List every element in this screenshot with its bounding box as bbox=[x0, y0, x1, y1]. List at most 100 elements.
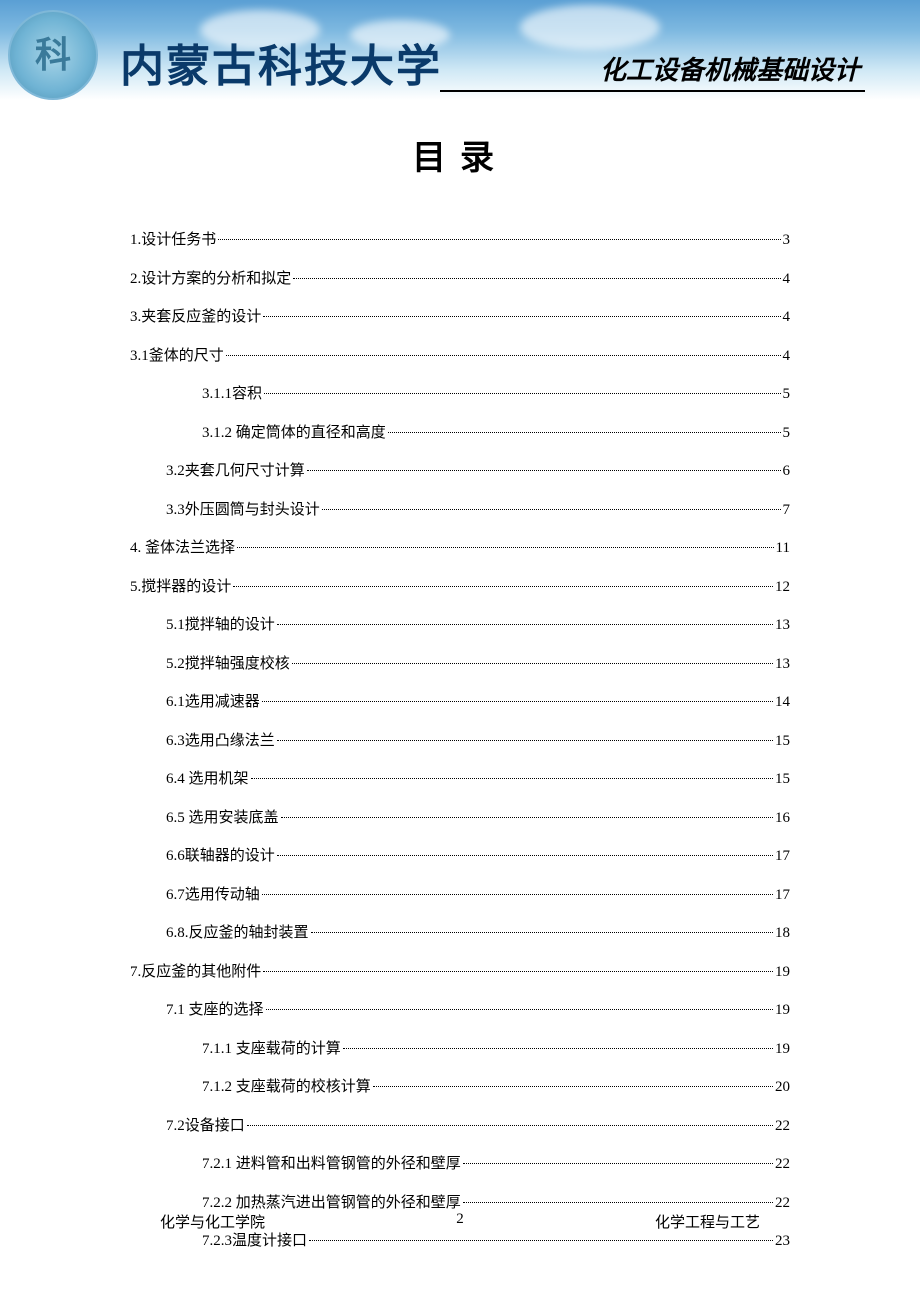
toc-leader-dots bbox=[388, 432, 781, 433]
toc-leader-dots bbox=[322, 509, 781, 510]
page-header: 科 内蒙古科技大学 化工设备机械基础设计 bbox=[0, 0, 920, 100]
course-title: 化工设备机械基础设计 bbox=[600, 50, 860, 87]
university-logo: 科 bbox=[8, 10, 98, 100]
toc-leader-dots bbox=[237, 547, 774, 548]
toc-item: 6.3选用凸缘法兰 15 bbox=[130, 730, 790, 753]
toc-item: 3.1釜体的尺寸 4 bbox=[130, 345, 790, 368]
toc-leader-dots bbox=[293, 278, 780, 279]
toc-label: 7.反应釜的其他附件 bbox=[130, 961, 261, 984]
toc-label: 7.2.3温度计接口 bbox=[202, 1230, 307, 1253]
toc-label: 2.设计方案的分析和拟定 bbox=[130, 268, 291, 291]
toc-page-number: 19 bbox=[775, 961, 790, 984]
toc-leader-dots bbox=[463, 1163, 773, 1164]
toc-leader-dots bbox=[277, 624, 773, 625]
toc-page-number: 18 bbox=[775, 922, 790, 945]
toc-item: 7.1 支座的选择 19 bbox=[130, 999, 790, 1022]
toc-item: 6.4 选用机架 15 bbox=[130, 768, 790, 791]
toc-label: 3.3外压圆筒与封头设计 bbox=[166, 499, 320, 522]
toc-item: 6.6联轴器的设计17 bbox=[130, 845, 790, 868]
toc-item: 7.反应釜的其他附件 19 bbox=[130, 961, 790, 984]
toc-leader-dots bbox=[292, 663, 773, 664]
toc-label: 3.2夹套几何尺寸计算 bbox=[166, 460, 305, 483]
toc-leader-dots bbox=[277, 740, 773, 741]
toc-item: 7.1.2 支座载荷的校核计算 20 bbox=[130, 1076, 790, 1099]
decorative-cloud bbox=[520, 5, 660, 50]
toc-item: 7.1.1 支座载荷的计算 19 bbox=[130, 1038, 790, 1061]
page-content: 目录 1.设计任务书32.设计方案的分析和拟定43.夹套反应釜的设计43.1釜体… bbox=[0, 100, 920, 1253]
toc-page-number: 14 bbox=[775, 691, 790, 714]
toc-leader-dots bbox=[247, 1125, 773, 1126]
toc-page-number: 15 bbox=[775, 768, 790, 791]
toc-leader-dots bbox=[263, 316, 780, 317]
toc-label: 3.1.2 确定筒体的直径和高度 bbox=[202, 422, 386, 445]
toc-item: 6.1选用减速器 14 bbox=[130, 691, 790, 714]
toc-leader-dots bbox=[233, 586, 773, 587]
toc-page-number: 3 bbox=[783, 229, 791, 252]
toc-page-number: 23 bbox=[775, 1230, 790, 1253]
toc-leader-dots bbox=[226, 355, 781, 356]
toc-leader-dots bbox=[309, 1240, 773, 1241]
toc-page-number: 19 bbox=[775, 999, 790, 1022]
toc-label: 6.5 选用安装底盖 bbox=[166, 807, 279, 830]
toc-item: 7.2.1 进料管和出料管钢管的外径和壁厚22 bbox=[130, 1153, 790, 1176]
toc-label: 5.2搅拌轴强度校核 bbox=[166, 653, 290, 676]
toc-page-number: 4 bbox=[783, 268, 791, 291]
page-footer: 化学与化工学院 2 化学工程与工艺 bbox=[0, 1211, 920, 1232]
toc-item: 3.1.2 确定筒体的直径和高度 5 bbox=[130, 422, 790, 445]
toc-item: 7.2.3温度计接口 23 bbox=[130, 1230, 790, 1253]
toc-page-number: 22 bbox=[775, 1115, 790, 1138]
toc-label: 5.搅拌器的设计 bbox=[130, 576, 231, 599]
toc-leader-dots bbox=[307, 470, 781, 471]
toc-page-number: 19 bbox=[775, 1038, 790, 1061]
toc-leader-dots bbox=[262, 701, 773, 702]
toc-item: 7.2设备接口 22 bbox=[130, 1115, 790, 1138]
toc-item: 2.设计方案的分析和拟定 4 bbox=[130, 268, 790, 291]
toc-label: 7.1.1 支座载荷的计算 bbox=[202, 1038, 341, 1061]
toc-label: 6.3选用凸缘法兰 bbox=[166, 730, 275, 753]
toc-leader-dots bbox=[218, 239, 780, 240]
toc-label: 4. 釜体法兰选择 bbox=[130, 537, 235, 560]
toc-label: 5.1搅拌轴的设计 bbox=[166, 614, 275, 637]
toc-leader-dots bbox=[343, 1048, 773, 1049]
toc-page-number: 7 bbox=[783, 499, 791, 522]
toc-page-number: 4 bbox=[783, 345, 791, 368]
toc-leader-dots bbox=[463, 1202, 773, 1203]
toc-item: 5.搅拌器的设计 12 bbox=[130, 576, 790, 599]
toc-label: 7.1.2 支座载荷的校核计算 bbox=[202, 1076, 371, 1099]
toc-label: 6.4 选用机架 bbox=[166, 768, 249, 791]
toc-label: 6.1选用减速器 bbox=[166, 691, 260, 714]
toc-item: 6.8.反应釜的轴封装置18 bbox=[130, 922, 790, 945]
toc-item: 5.2搅拌轴强度校核 13 bbox=[130, 653, 790, 676]
page-number: 2 bbox=[456, 1211, 464, 1228]
toc-page-number: 16 bbox=[775, 807, 790, 830]
university-name: 内蒙古科技大学 bbox=[120, 30, 442, 94]
toc-title: 目录 bbox=[130, 130, 790, 179]
toc-item: 1.设计任务书3 bbox=[130, 229, 790, 252]
toc-leader-dots bbox=[251, 778, 773, 779]
toc-page-number: 4 bbox=[783, 306, 791, 329]
toc-leader-dots bbox=[373, 1086, 773, 1087]
toc-page-number: 12 bbox=[775, 576, 790, 599]
toc-label: 7.2设备接口 bbox=[166, 1115, 245, 1138]
toc-page-number: 20 bbox=[775, 1076, 790, 1099]
toc-list: 1.设计任务书32.设计方案的分析和拟定43.夹套反应釜的设计43.1釜体的尺寸… bbox=[130, 229, 790, 1253]
toc-page-number: 22 bbox=[775, 1153, 790, 1176]
toc-page-number: 6 bbox=[783, 460, 791, 483]
toc-label: 3.1.1容积 bbox=[202, 383, 262, 406]
toc-leader-dots bbox=[266, 1009, 773, 1010]
toc-page-number: 5 bbox=[783, 422, 791, 445]
toc-page-number: 11 bbox=[776, 537, 790, 560]
toc-item: 5.1搅拌轴的设计13 bbox=[130, 614, 790, 637]
toc-label: 3.1釜体的尺寸 bbox=[130, 345, 224, 368]
header-underline bbox=[440, 90, 865, 92]
toc-label: 3.夹套反应釜的设计 bbox=[130, 306, 261, 329]
toc-item: 3.3外压圆筒与封头设计 7 bbox=[130, 499, 790, 522]
toc-label: 6.6联轴器的设计 bbox=[166, 845, 275, 868]
toc-label: 7.1 支座的选择 bbox=[166, 999, 264, 1022]
toc-item: 6.5 选用安装底盖 16 bbox=[130, 807, 790, 830]
logo-text: 科 bbox=[23, 25, 83, 85]
toc-page-number: 5 bbox=[783, 383, 791, 406]
toc-leader-dots bbox=[262, 894, 773, 895]
toc-page-number: 13 bbox=[775, 653, 790, 676]
toc-page-number: 15 bbox=[775, 730, 790, 753]
